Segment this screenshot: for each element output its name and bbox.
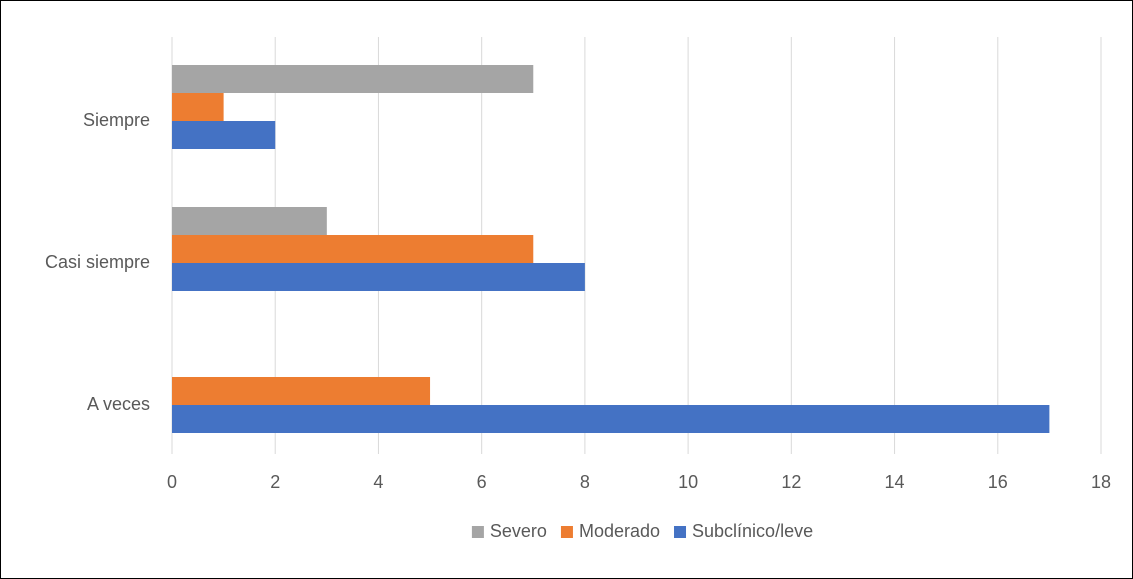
legend-swatch-moderado — [560, 526, 573, 538]
legend: Severo Moderado Subclínico/leve — [471, 521, 813, 541]
x-tick-label: 12 — [781, 472, 801, 492]
x-tick-label: 14 — [885, 472, 905, 492]
legend-label: Severo — [490, 521, 547, 541]
y-category-label: Casi siempre — [45, 252, 150, 272]
x-tick-label: 2 — [270, 472, 280, 492]
legend-swatch-severo — [471, 526, 484, 538]
axes: 0 2 4 6 8 10 12 14 16 18 Siempre Casi siempre A vece… — [45, 110, 1111, 492]
x-tick-label: 4 — [373, 472, 383, 492]
bars — [172, 65, 1050, 433]
y-category-label: Siempre — [83, 110, 150, 130]
bar-moderado-a-veces — [172, 377, 431, 405]
bar-subcl-nico-leve-casi-siempre — [172, 263, 585, 291]
y-category-label: A veces — [87, 394, 150, 414]
gridlines — [171, 37, 1102, 454]
bar-subcl-nico-leve-a-veces — [172, 405, 1050, 433]
legend-label: Moderado — [579, 521, 660, 541]
x-tick-label: 0 — [167, 472, 177, 492]
x-tick-label: 6 — [477, 472, 487, 492]
legend-swatch-subcl-nico-leve — [674, 526, 687, 538]
bar-severo-siempre — [172, 65, 534, 93]
x-tick-label: 18 — [1091, 472, 1111, 492]
bar-severo-casi-siempre — [172, 207, 327, 235]
legend-label: Subclínico/leve — [692, 521, 813, 541]
bar-moderado-casi-siempre — [172, 235, 534, 263]
x-tick-label: 10 — [678, 472, 698, 492]
bar-subcl-nico-leve-siempre — [172, 121, 276, 149]
x-tick-label: 16 — [988, 472, 1008, 492]
bar-moderado-siempre — [172, 93, 224, 121]
x-tick-label: 8 — [580, 472, 590, 492]
